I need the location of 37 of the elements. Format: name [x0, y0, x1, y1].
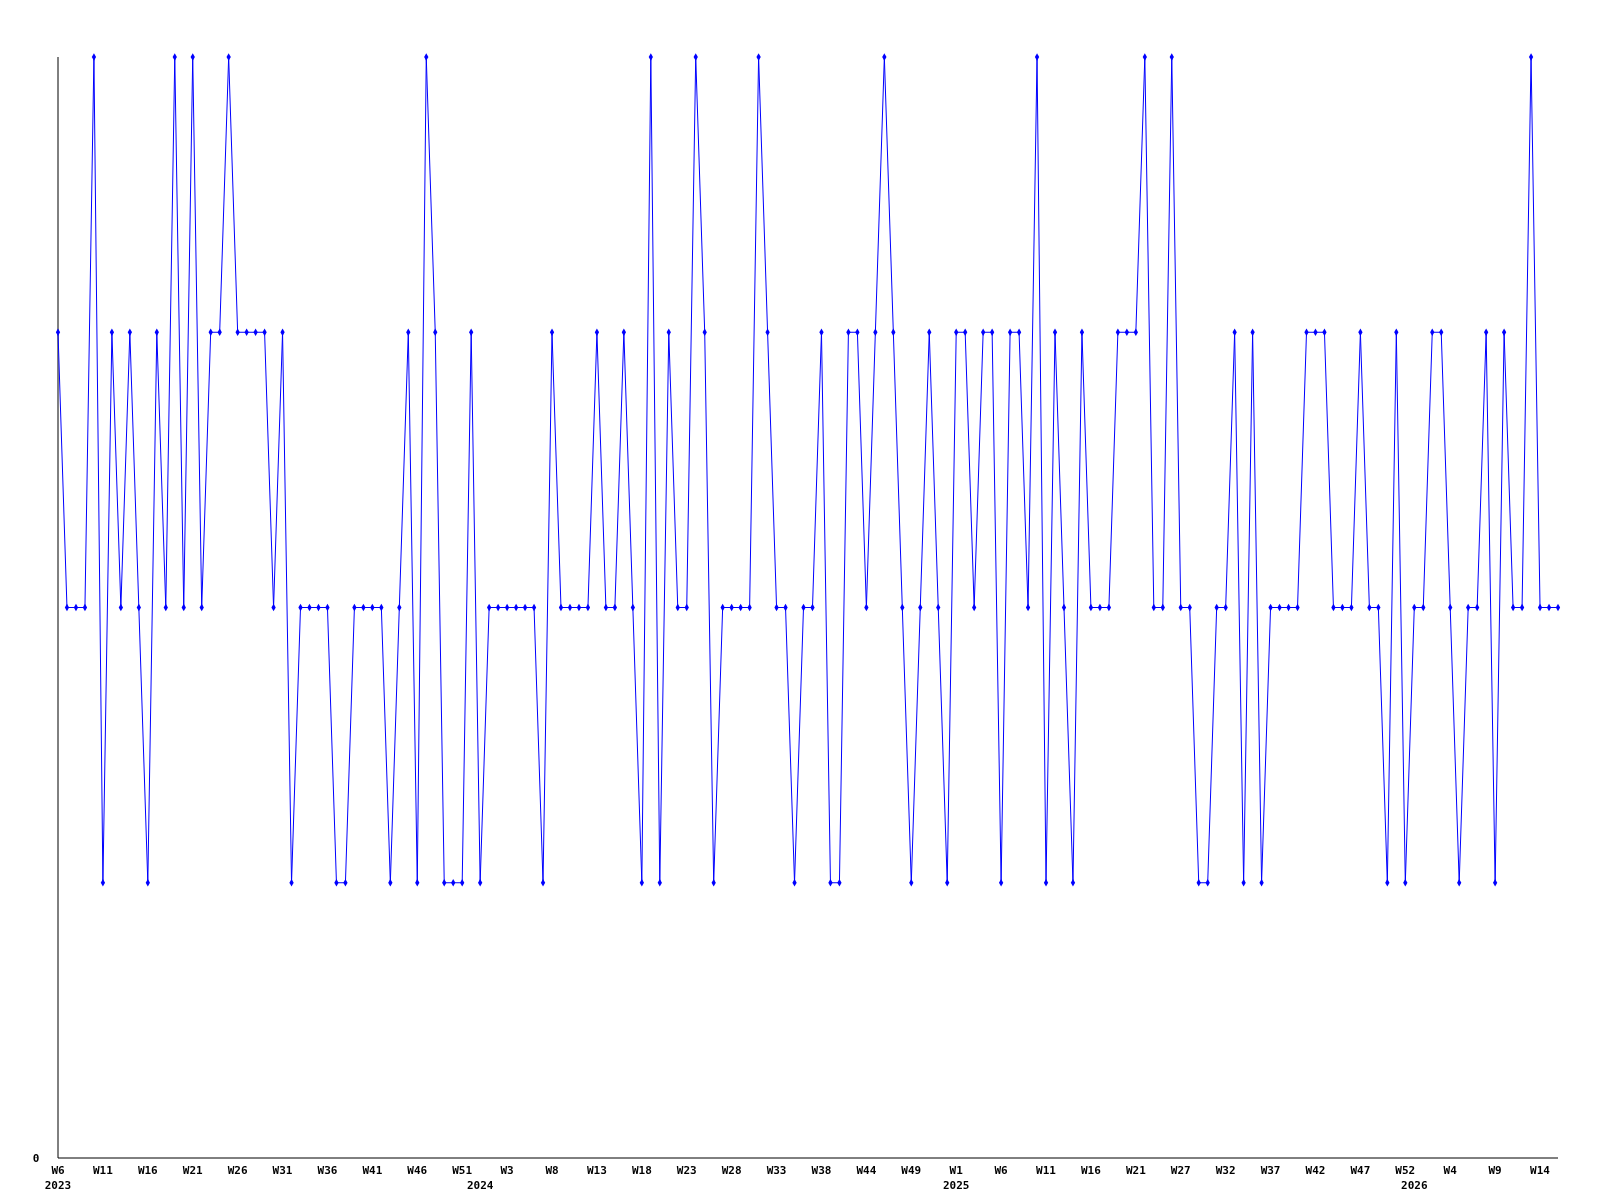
x-tick-label: W49	[901, 1164, 922, 1177]
x-tick-label: W44	[856, 1164, 877, 1177]
x-tick-label: W8	[545, 1164, 559, 1177]
x-tick-label: W27	[1170, 1164, 1191, 1177]
x-tick-label: W14	[1530, 1164, 1551, 1177]
x-tick-label: W26	[227, 1164, 248, 1177]
x-tick-label: W16	[137, 1164, 159, 1177]
x-tick-label: W33	[766, 1164, 787, 1177]
x-tick-label: W52	[1395, 1164, 1416, 1177]
x-tick-label: 2024	[466, 1179, 494, 1192]
x-tick-label: W18	[631, 1164, 652, 1177]
x-tick-label: W38	[811, 1164, 832, 1177]
x-tick-label: W41	[362, 1164, 383, 1177]
x-tick-label: W36	[317, 1164, 338, 1177]
x-tick-label: W13	[586, 1164, 607, 1177]
x-tick-label: W1 2025	[942, 1164, 970, 1192]
x-tick-label: W11	[1036, 1164, 1057, 1177]
x-tick-label: W51	[452, 1164, 473, 1177]
x-tick-label: W32	[1215, 1164, 1236, 1177]
x-tick-label: W47	[1350, 1164, 1371, 1177]
x-tick-label: W23	[676, 1164, 697, 1177]
x-tick-label: W37	[1260, 1164, 1281, 1177]
x-tick-label: W28	[721, 1164, 742, 1177]
x-tick-label: W31	[272, 1164, 293, 1177]
x-tick-label: W6 2023	[44, 1164, 72, 1192]
x-tick-label: W6	[994, 1164, 1009, 1177]
x-tick-label: W9	[1488, 1164, 1502, 1177]
x-tick-label: W4	[1443, 1164, 1458, 1177]
x-tick-label: W46	[407, 1164, 428, 1177]
x-tick-label: W21	[1125, 1164, 1147, 1177]
x-tick-label: 2026	[1401, 1179, 1428, 1192]
x-tick-label: W16	[1081, 1164, 1102, 1177]
text: 0	[32, 1152, 40, 1165]
x-tick-label: W42	[1305, 1164, 1326, 1177]
x-tick-label: W3	[500, 1164, 514, 1177]
x-tick-label: W21	[182, 1164, 204, 1177]
x-tick-label: W11	[92, 1164, 114, 1177]
